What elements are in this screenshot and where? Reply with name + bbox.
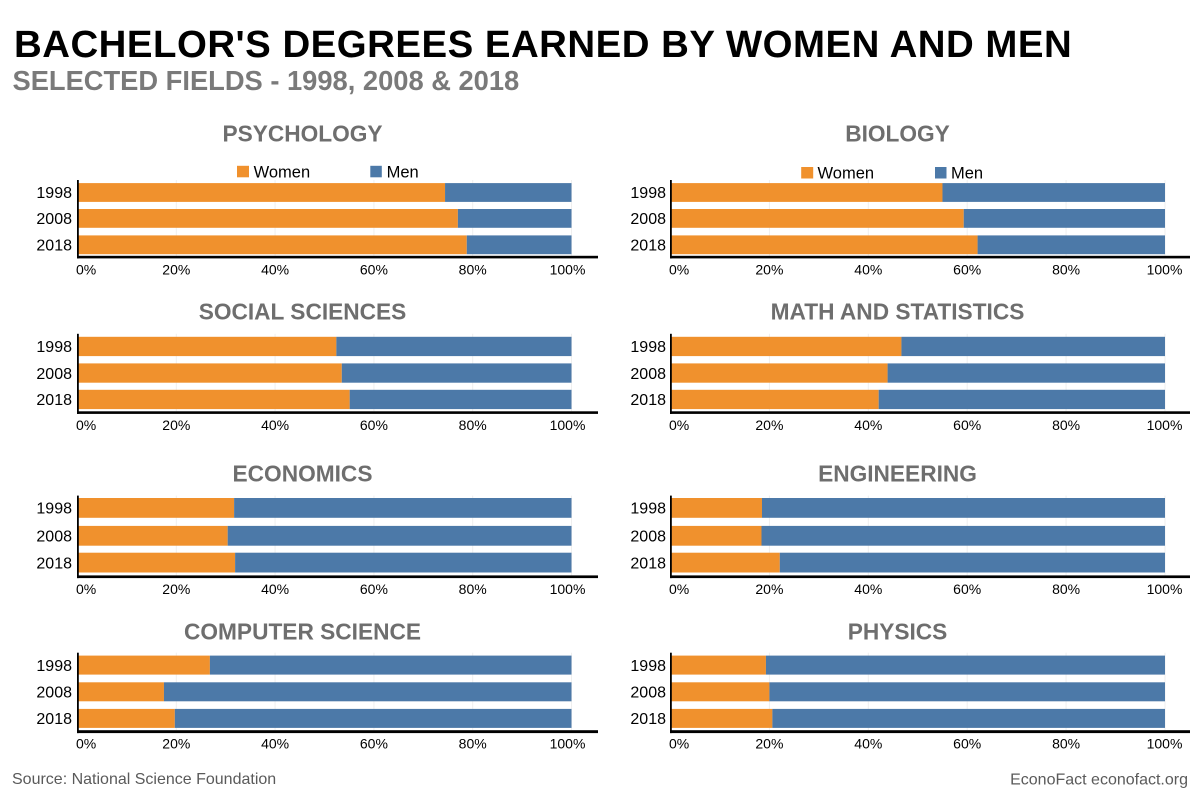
svg-text:60%: 60% <box>953 581 981 597</box>
svg-text:2018: 2018 <box>630 711 666 728</box>
svg-text:2008: 2008 <box>630 529 666 546</box>
svg-text:20%: 20% <box>755 417 783 433</box>
svg-text:Women: Women <box>254 163 311 181</box>
svg-text:40%: 40% <box>261 736 289 752</box>
svg-text:Men: Men <box>951 165 983 183</box>
svg-text:SELECTED FIELDS - 1998, 2008 &: SELECTED FIELDS - 1998, 2008 & 2018 <box>13 65 520 96</box>
svg-text:20%: 20% <box>162 261 190 277</box>
svg-text:100%: 100% <box>1147 581 1183 597</box>
svg-text:80%: 80% <box>1052 736 1080 752</box>
svg-text:80%: 80% <box>459 581 487 597</box>
svg-text:1998: 1998 <box>630 339 666 356</box>
svg-text:2008: 2008 <box>630 685 666 702</box>
svg-text:40%: 40% <box>854 736 882 752</box>
svg-text:1998: 1998 <box>36 501 72 518</box>
svg-text:2018: 2018 <box>630 555 666 572</box>
svg-text:1998: 1998 <box>36 185 72 202</box>
svg-text:2018: 2018 <box>36 392 72 409</box>
svg-text:MATH AND STATISTICS: MATH AND STATISTICS <box>771 299 1025 325</box>
svg-text:20%: 20% <box>162 581 190 597</box>
svg-text:PSYCHOLOGY: PSYCHOLOGY <box>222 120 382 146</box>
svg-text:0%: 0% <box>76 261 96 277</box>
svg-text:BIOLOGY: BIOLOGY <box>845 120 950 146</box>
svg-text:0%: 0% <box>669 417 689 433</box>
svg-text:40%: 40% <box>261 261 289 277</box>
svg-text:20%: 20% <box>755 261 783 277</box>
svg-text:1998: 1998 <box>630 658 666 675</box>
svg-text:20%: 20% <box>755 736 783 752</box>
svg-text:40%: 40% <box>854 417 882 433</box>
svg-text:2008: 2008 <box>630 211 666 228</box>
svg-text:2008: 2008 <box>36 685 72 702</box>
svg-text:100%: 100% <box>550 417 586 433</box>
svg-text:COMPUTER SCIENCE: COMPUTER SCIENCE <box>184 619 421 645</box>
svg-text:20%: 20% <box>162 417 190 433</box>
svg-text:2008: 2008 <box>36 529 72 546</box>
svg-text:40%: 40% <box>854 581 882 597</box>
svg-text:60%: 60% <box>360 736 388 752</box>
svg-text:80%: 80% <box>1052 261 1080 277</box>
svg-text:EconoFact econofact.org: EconoFact econofact.org <box>1010 771 1188 788</box>
svg-text:80%: 80% <box>459 736 487 752</box>
svg-text:100%: 100% <box>1147 417 1183 433</box>
svg-text:1998: 1998 <box>36 339 72 356</box>
svg-text:Women: Women <box>818 165 875 183</box>
svg-text:60%: 60% <box>360 417 388 433</box>
svg-text:40%: 40% <box>261 417 289 433</box>
svg-text:0%: 0% <box>76 417 96 433</box>
svg-text:ENGINEERING: ENGINEERING <box>818 461 977 487</box>
svg-text:PHYSICS: PHYSICS <box>848 619 948 645</box>
svg-text:2018: 2018 <box>630 238 666 255</box>
svg-text:2018: 2018 <box>36 238 72 255</box>
svg-text:0%: 0% <box>669 736 689 752</box>
svg-text:0%: 0% <box>669 581 689 597</box>
svg-text:0%: 0% <box>669 261 689 277</box>
svg-text:Source: National Science Found: Source: National Science Foundation <box>12 771 276 788</box>
svg-text:100%: 100% <box>1147 261 1183 277</box>
svg-text:1998: 1998 <box>630 501 666 518</box>
svg-text:SOCIAL SCIENCES: SOCIAL SCIENCES <box>199 299 407 325</box>
svg-text:60%: 60% <box>953 261 981 277</box>
svg-text:60%: 60% <box>953 417 981 433</box>
svg-text:2008: 2008 <box>36 366 72 383</box>
svg-text:40%: 40% <box>261 581 289 597</box>
svg-text:100%: 100% <box>550 261 586 277</box>
svg-text:1998: 1998 <box>630 185 666 202</box>
svg-text:100%: 100% <box>1147 736 1183 752</box>
svg-text:100%: 100% <box>550 736 586 752</box>
svg-text:60%: 60% <box>360 261 388 277</box>
svg-text:2018: 2018 <box>36 711 72 728</box>
svg-text:60%: 60% <box>360 581 388 597</box>
svg-text:80%: 80% <box>459 261 487 277</box>
svg-text:80%: 80% <box>1052 417 1080 433</box>
svg-text:2008: 2008 <box>630 366 666 383</box>
svg-text:20%: 20% <box>755 581 783 597</box>
svg-text:2018: 2018 <box>36 555 72 572</box>
svg-text:2018: 2018 <box>630 392 666 409</box>
svg-text:100%: 100% <box>550 581 586 597</box>
svg-text:40%: 40% <box>854 261 882 277</box>
svg-text:1998: 1998 <box>36 658 72 675</box>
svg-text:80%: 80% <box>1052 581 1080 597</box>
svg-text:20%: 20% <box>162 736 190 752</box>
svg-text:ECONOMICS: ECONOMICS <box>233 461 373 487</box>
svg-text:60%: 60% <box>953 736 981 752</box>
svg-text:2008: 2008 <box>36 211 72 228</box>
svg-text:80%: 80% <box>459 417 487 433</box>
svg-text:0%: 0% <box>76 736 96 752</box>
svg-text:Men: Men <box>387 163 419 181</box>
svg-text:BACHELOR'S DEGREES EARNED BY W: BACHELOR'S DEGREES EARNED BY WOMEN AND M… <box>14 23 1072 66</box>
svg-text:0%: 0% <box>76 581 96 597</box>
